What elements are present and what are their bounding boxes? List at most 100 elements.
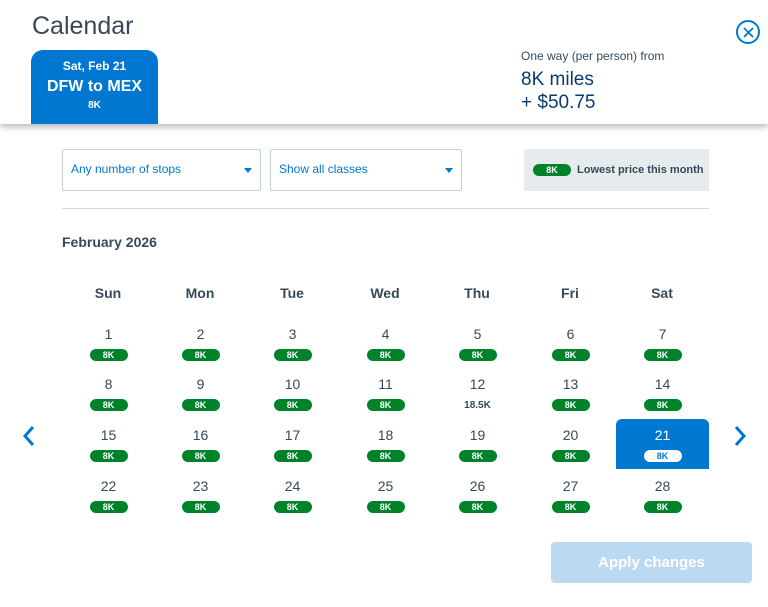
month-title: February 2026 <box>62 234 157 250</box>
weekday-label: Thu <box>464 285 490 301</box>
calendar-day[interactable]: 13 8K <box>524 368 617 418</box>
calendar-day[interactable]: 12 18.5K <box>431 368 524 418</box>
day-number: 4 <box>381 326 390 342</box>
day-number: 12 <box>469 376 486 392</box>
day-price-wrap: 8K <box>246 446 339 462</box>
day-number: 22 <box>100 478 117 494</box>
next-month-button[interactable] <box>733 425 753 449</box>
prev-month-button[interactable] <box>22 425 42 449</box>
lowest-price-badge: 8K <box>643 399 682 411</box>
weekday-label: Sat <box>651 285 673 301</box>
lowest-price-badge: 8K <box>273 349 312 361</box>
day-price-wrap: 8K <box>154 446 247 462</box>
calendar-day[interactable]: 26 8K <box>431 470 524 520</box>
lowest-price-badge: 8K <box>273 450 312 462</box>
day-number: 24 <box>284 478 301 494</box>
day-number: 18 <box>377 427 394 443</box>
day-price-wrap: 8K <box>62 497 155 513</box>
day-number: 10 <box>284 376 301 392</box>
day-price-wrap: 8K <box>339 497 432 513</box>
chevron-down-icon <box>445 168 453 173</box>
calendar-day[interactable]: 1 8K <box>62 318 155 368</box>
calendar-day[interactable]: 9 8K <box>154 368 247 418</box>
calendar-day[interactable]: 15 8K <box>62 419 155 469</box>
close-button[interactable] <box>736 20 760 44</box>
calendar-day[interactable]: 22 8K <box>62 470 155 520</box>
weekday-label: Sun <box>94 285 122 301</box>
lowest-price-badge: 8K <box>366 501 405 513</box>
lowest-price-badge: 8K <box>551 450 590 462</box>
day-number: 6 <box>566 326 575 342</box>
lowest-price-badge: 8K <box>458 501 497 513</box>
day-number: 14 <box>654 376 671 392</box>
calendar-day[interactable]: 23 8K <box>154 470 247 520</box>
day-price-wrap: 8K <box>246 345 339 361</box>
lowest-price-badge: 8K <box>273 399 312 411</box>
calendar-day[interactable]: 25 8K <box>339 470 432 520</box>
day-price-wrap: 8K <box>616 497 709 513</box>
calendar-day[interactable]: 8 8K <box>62 368 155 418</box>
lowest-price-badge: 8K <box>458 349 497 361</box>
calendar-day[interactable]: 27 8K <box>524 470 617 520</box>
day-number: 5 <box>473 326 482 342</box>
lowest-price-badge: 8K <box>181 450 220 462</box>
weekday-label: Mon <box>185 285 215 301</box>
day-price-wrap: 8K <box>524 395 617 411</box>
day-number: 2 <box>196 326 205 342</box>
day-price-wrap: 8K <box>246 497 339 513</box>
lowest-price-badge: 8K <box>551 501 590 513</box>
lowest-price-badge: 8K <box>366 349 405 361</box>
calendar-day[interactable]: 16 8K <box>154 419 247 469</box>
apply-changes-button[interactable]: Apply changes <box>551 542 752 583</box>
lowest-price-badge: 8K <box>89 501 128 513</box>
calendar-day[interactable]: 19 8K <box>431 419 524 469</box>
day-price-wrap: 8K <box>524 345 617 361</box>
weekday-label: Wed <box>370 285 400 301</box>
calendar-day[interactable]: 3 8K <box>246 318 339 368</box>
calendar-day[interactable]: 7 8K <box>616 318 709 368</box>
calendar-day[interactable]: 20 8K <box>524 419 617 469</box>
class-select[interactable]: Show all classes <box>270 149 462 191</box>
lowest-price-badge: 8K <box>181 501 220 513</box>
calendar-day[interactable]: 18 8K <box>339 419 432 469</box>
calendar-day[interactable]: 11 8K <box>339 368 432 418</box>
lowest-price-badge: 8K <box>89 399 128 411</box>
day-price-wrap: 8K <box>431 345 524 361</box>
tab-price: 8K <box>88 100 101 111</box>
lowest-price-badge: 8K <box>366 399 405 411</box>
day-number: 1 <box>104 326 113 342</box>
day-number: 3 <box>288 326 297 342</box>
day-price-wrap: 8K <box>339 345 432 361</box>
lowest-price-badge: 8K <box>551 349 590 361</box>
calendar-day[interactable]: 6 8K <box>524 318 617 368</box>
day-number: 7 <box>658 326 667 342</box>
lowest-price-badge: 8K <box>551 399 590 411</box>
lowest-price-badge: 8K <box>273 501 312 513</box>
flight-tab[interactable]: Sat, Feb 21 DFW to MEX 8K <box>31 50 158 124</box>
day-price-wrap: 18.5K <box>431 395 524 411</box>
calendar-day[interactable]: 2 8K <box>154 318 247 368</box>
day-number: 15 <box>100 427 117 443</box>
fare-miles: 8K miles <box>521 69 594 90</box>
calendar-day[interactable]: 14 8K <box>616 368 709 418</box>
calendar-day[interactable]: 4 8K <box>339 318 432 368</box>
lowest-price-badge: 8K <box>643 349 682 361</box>
stops-select[interactable]: Any number of stops <box>62 149 261 191</box>
stops-select-value: Any number of stops <box>71 162 182 176</box>
calendar-day-selected[interactable]: 21 8K <box>616 419 709 469</box>
calendar-day[interactable]: 10 8K <box>246 368 339 418</box>
calendar-day[interactable]: 24 8K <box>246 470 339 520</box>
day-number: 28 <box>654 478 671 494</box>
fare-summary: One way (per person) from 8K miles + $50… <box>521 49 664 114</box>
lowest-price-badge: 8K <box>458 450 497 462</box>
calendar-day[interactable]: 17 8K <box>246 419 339 469</box>
chevron-left-icon <box>22 426 35 446</box>
fare-label: One way (per person) from <box>521 49 665 63</box>
day-number: 8 <box>104 376 113 392</box>
calendar-day[interactable]: 28 8K <box>616 470 709 520</box>
day-price-wrap: 8K <box>154 345 247 361</box>
calendar-day[interactable]: 5 8K <box>431 318 524 368</box>
day-price-wrap: 8K <box>62 395 155 411</box>
day-price-wrap: 8K <box>524 497 617 513</box>
day-price-wrap: 8K <box>246 395 339 411</box>
